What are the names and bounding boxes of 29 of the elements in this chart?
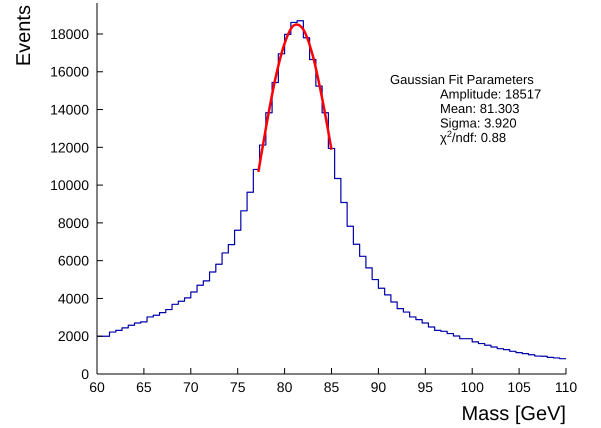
- annotation: χ$^{2}$/ndf: 0.88: [440, 129, 506, 145]
- x-tick-label: 85: [324, 378, 340, 395]
- y-tick-label: 18000: [50, 26, 90, 42]
- y-tick-label: 4000: [58, 290, 90, 306]
- annotation: Mean: 81.303: [440, 101, 520, 116]
- x-tick-label: 110: [554, 378, 578, 395]
- x-tick-label: 95: [418, 378, 434, 395]
- x-tick-label: 65: [136, 378, 152, 395]
- x-tick-label: 70: [183, 378, 199, 395]
- annotation: Gaussian Fit Parameters: [390, 72, 534, 87]
- y-tick-label: 8000: [58, 214, 90, 231]
- y-tick-label: 16000: [50, 64, 90, 80]
- line-series: [257, 23, 333, 174]
- annotation: Sigma: 3.920: [440, 116, 517, 130]
- x-tick-label: 60: [89, 378, 105, 395]
- x-tick-label: 90: [370, 378, 386, 395]
- y-tick-label: 14000: [50, 102, 90, 118]
- x-tick-label: 80: [276, 378, 293, 395]
- y-tick-label: 6000: [58, 252, 90, 269]
- y-axis-title: Events: [13, 5, 35, 66]
- x-tick-label: 75: [230, 378, 246, 395]
- x-tick-label: 105: [507, 378, 531, 395]
- x-axis-title: Mass [GeV]: [462, 403, 566, 425]
- y-tick-label: 12000: [50, 139, 90, 156]
- y-tick-label: 0: [81, 366, 90, 382]
- x-tick-label: 100: [460, 378, 484, 395]
- annotation: Amplitude: 18517: [440, 86, 542, 102]
- y-tick-label: 2000: [58, 328, 90, 344]
- y-tick-label: 10000: [50, 177, 90, 194]
